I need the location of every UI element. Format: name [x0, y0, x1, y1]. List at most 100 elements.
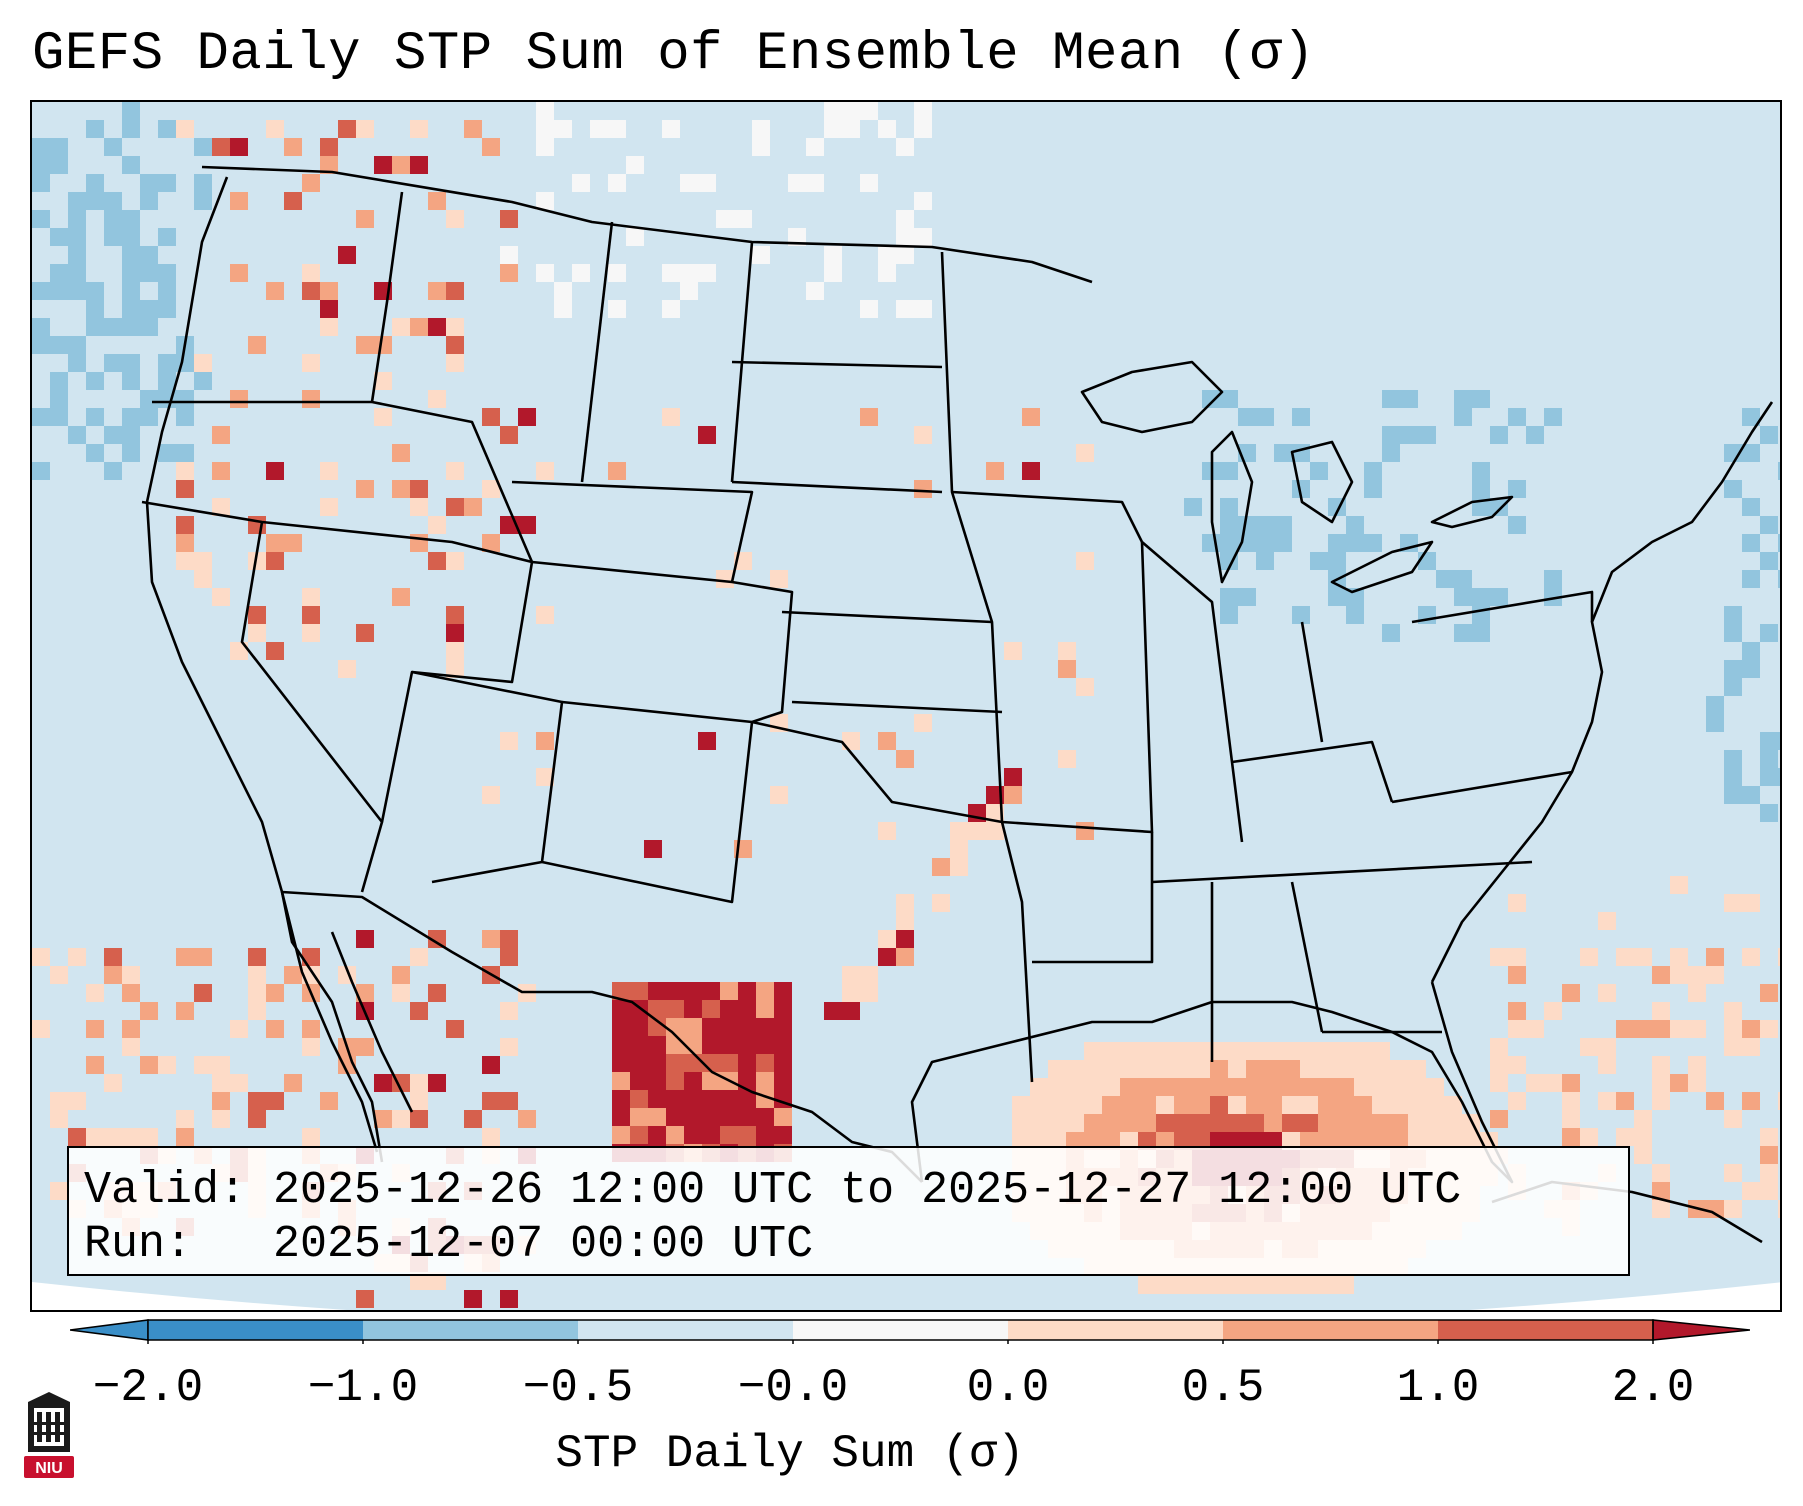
grid-cell: [842, 1002, 860, 1020]
grid-cell: [1634, 1110, 1652, 1128]
grid-cell: [284, 534, 302, 552]
grid-cell: [914, 714, 932, 732]
grid-cell: [1580, 1038, 1598, 1056]
grid-cell: [1282, 1096, 1300, 1114]
grid-cell: [612, 1000, 630, 1018]
grid-cell: [176, 1110, 194, 1128]
grid-cell: [860, 966, 878, 984]
grid-cell: [1264, 1096, 1282, 1114]
grid-cell: [738, 1072, 756, 1090]
grid-cell: [860, 984, 878, 1002]
grid-cell: [554, 120, 572, 138]
grid-cell: [320, 498, 338, 516]
grid-cell: [702, 1018, 720, 1036]
colorbar-segment: [578, 1320, 794, 1340]
us-canada-border: [201, 165, 1093, 284]
grid-cell: [1778, 948, 1780, 966]
grid-cell: [1048, 1078, 1066, 1096]
grid-cell: [374, 1074, 392, 1092]
colorbar-label: STP Daily Sum (σ): [555, 1428, 1025, 1480]
grid-cell: [356, 120, 374, 138]
grid-cell: [1490, 948, 1508, 966]
grid-cell: [1490, 1038, 1508, 1056]
lake-michigan: [1210, 430, 1254, 584]
grid-cell: [1282, 1060, 1300, 1078]
grid-cell: [68, 948, 86, 966]
grid-cell: [1102, 1060, 1120, 1078]
grid-cell: [356, 1290, 374, 1308]
grid-cell: [302, 588, 320, 606]
grid-cell: [896, 948, 914, 966]
grid-cell: [1454, 624, 1472, 642]
grid-cell: [248, 1092, 266, 1110]
grid-cell: [1210, 1096, 1228, 1114]
grid-cell: [630, 982, 648, 1000]
grid-cell: [1742, 1092, 1760, 1110]
grid-cell: [176, 1128, 194, 1146]
colorbar-segment: [148, 1320, 364, 1340]
grid-cell: [738, 1000, 756, 1018]
grid-cell: [1688, 1056, 1706, 1074]
grid-cell: [1472, 480, 1490, 498]
grid-cell: [1120, 1096, 1138, 1114]
grid-cell: [648, 982, 666, 1000]
grid-cell: [518, 1110, 536, 1128]
grid-cell: [720, 982, 738, 1000]
grid-cell: [1076, 822, 1094, 840]
grid-cell: [572, 264, 590, 282]
grid-cell: [194, 948, 212, 966]
grid-cell: [428, 1272, 446, 1290]
grid-cell: [266, 282, 284, 300]
grid-cell: [122, 1128, 140, 1146]
lake-superior: [1080, 360, 1224, 434]
grid-cell: [1372, 1042, 1390, 1060]
grid-cell: [1120, 1060, 1138, 1078]
grid-cell: [608, 120, 626, 138]
grid-cell: [1318, 1132, 1336, 1150]
grid-cell: [140, 408, 158, 426]
grid-cell: [1220, 462, 1238, 480]
grid-cell: [1120, 1132, 1138, 1150]
grid-cell: [176, 516, 194, 534]
grid-cell: [1472, 462, 1490, 480]
grid-cell: [68, 336, 86, 354]
state-line-pa-ny: [1411, 590, 1594, 624]
grid-cell: [608, 174, 626, 192]
grid-cell: [720, 1000, 738, 1018]
grid-cell: [1220, 606, 1238, 624]
grid-cell: [1760, 1164, 1778, 1182]
grid-cell: [860, 102, 878, 120]
grid-cell: [1760, 1146, 1778, 1164]
grid-cell: [1120, 1078, 1138, 1096]
grid-cell: [1562, 984, 1580, 1002]
grid-cell: [1336, 1042, 1354, 1060]
grid-cell: [1102, 1042, 1120, 1060]
grid-cell: [1318, 1114, 1336, 1132]
grid-cell: [1742, 894, 1760, 912]
grid-cell: [666, 982, 684, 1000]
grid-cell: [158, 372, 176, 390]
grid-cell: [1562, 1128, 1580, 1146]
grid-cell: [1508, 1002, 1526, 1020]
grid-cell: [446, 462, 464, 480]
grid-cell: [738, 982, 756, 1000]
grid-cell: [716, 210, 734, 228]
grid-cell: [122, 318, 140, 336]
grid-cell: [1310, 552, 1328, 570]
grid-cell: [248, 948, 266, 966]
grid-cell: [374, 372, 392, 390]
grid-cell: [774, 1054, 792, 1072]
grid-cell: [1372, 1078, 1390, 1096]
grid-cell: [1246, 1042, 1264, 1060]
grid-cell: [1192, 1078, 1210, 1096]
grid-cell: [1364, 480, 1382, 498]
grid-cell: [1264, 1060, 1282, 1078]
lake-huron: [1290, 440, 1354, 524]
grid-cell: [648, 1036, 666, 1054]
grid-cell: [1544, 408, 1562, 426]
grid-cell: [612, 982, 630, 1000]
grid-cell: [684, 1072, 702, 1090]
grid-cell: [1228, 1276, 1246, 1294]
grid-cell: [662, 264, 680, 282]
grid-cell: [500, 948, 518, 966]
